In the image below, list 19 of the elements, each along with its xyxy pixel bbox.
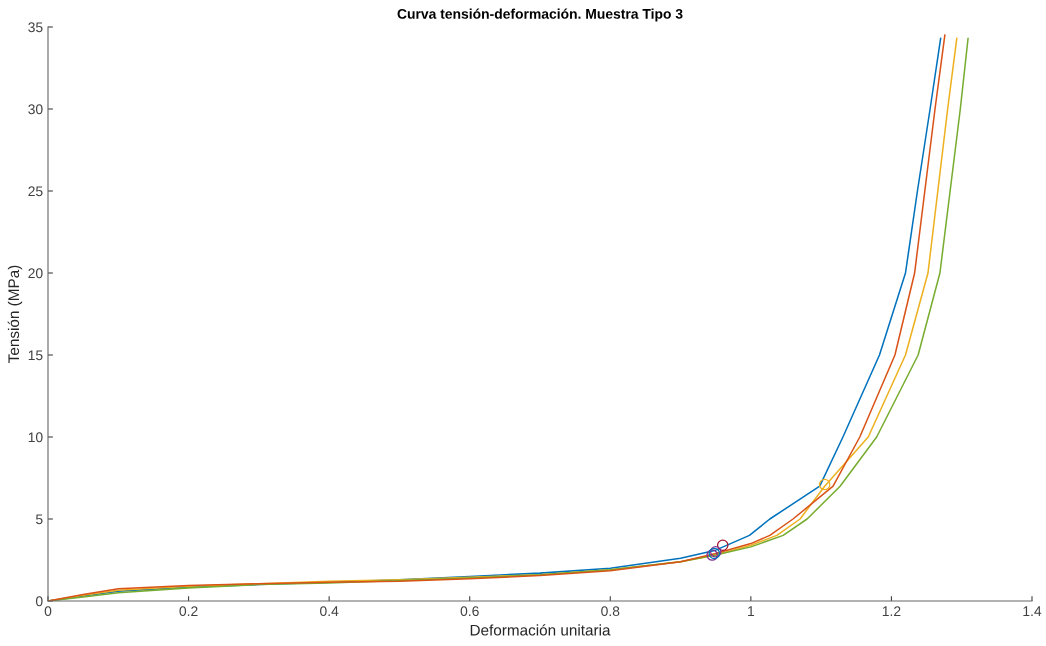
x-tick-label: 0.8 [601, 606, 620, 617]
x-axis-title: Deformación unitaria [470, 624, 611, 636]
x-tick-label: 0.6 [460, 606, 479, 617]
x-tick-label: 1.4 [1023, 606, 1042, 616]
y-tick-label: 35 [28, 22, 43, 33]
chart-title: Curva tensión-deformación. Muestra Tipo 3 [397, 8, 683, 22]
y-tick-label: 30 [28, 104, 43, 115]
y-tick-label: 15 [28, 350, 43, 361]
x-tick-label: 1 [748, 606, 755, 616]
y-tick-label: 0 [35, 596, 43, 607]
x-tick-label: 1.2 [882, 606, 901, 616]
y-tick-label: 5 [35, 514, 43, 525]
y-tick-label: 10 [28, 432, 43, 443]
y-tick-label: 20 [28, 268, 43, 279]
x-tick-label: 0.2 [179, 606, 198, 617]
x-tick-label: 0 [44, 606, 52, 617]
y-axis-title: Tensión (MPa) [7, 265, 23, 363]
y-tick-label: 25 [28, 186, 43, 197]
x-tick-label: 0.4 [320, 606, 339, 617]
